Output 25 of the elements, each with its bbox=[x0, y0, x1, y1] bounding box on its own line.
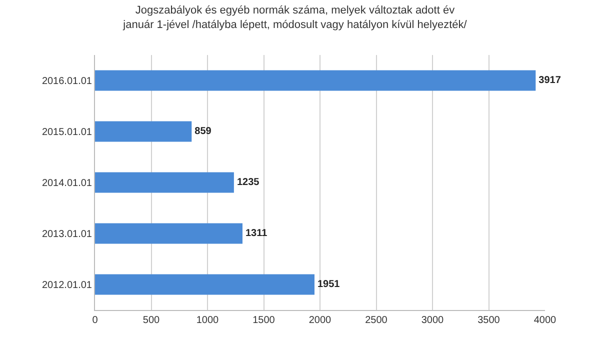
data-label: 859 bbox=[194, 126, 212, 137]
x-tick-label: 1000 bbox=[196, 315, 220, 326]
data-label: 1951 bbox=[317, 279, 340, 290]
data-label: 1235 bbox=[236, 177, 260, 188]
x-tick-label: 2500 bbox=[365, 315, 388, 326]
y-tick-label: 2012.01.01 bbox=[42, 280, 92, 291]
bar bbox=[95, 70, 536, 91]
x-tick-label: 3500 bbox=[478, 315, 500, 326]
bar bbox=[95, 121, 192, 142]
y-tick-label: 2015.01.01 bbox=[42, 127, 92, 138]
y-tick-label: 2014.01.01 bbox=[42, 178, 92, 189]
x-tick-label: 3000 bbox=[421, 315, 444, 326]
x-tick-label: 4000 bbox=[534, 315, 557, 326]
bar bbox=[95, 172, 234, 193]
data-label: 1311 bbox=[245, 228, 268, 239]
x-tick-label: 1500 bbox=[252, 315, 276, 326]
data-label: 3917 bbox=[538, 75, 562, 86]
x-tick-label: 2000 bbox=[308, 315, 332, 326]
y-tick-label: 2013.01.01 bbox=[42, 229, 92, 240]
x-tick-label: 0 bbox=[92, 315, 98, 326]
bar bbox=[95, 274, 314, 295]
chart-title: Jogszabályok és egyéb normák száma, melyek változtak adott év január 1-jével /hatályba lépett, módosult vagy hatályon kívül helyezték/ bbox=[122, 4, 468, 31]
x-tick-label: 500 bbox=[142, 315, 160, 326]
y-tick-label: 2016.01.01 bbox=[42, 76, 92, 87]
bar bbox=[95, 223, 242, 244]
